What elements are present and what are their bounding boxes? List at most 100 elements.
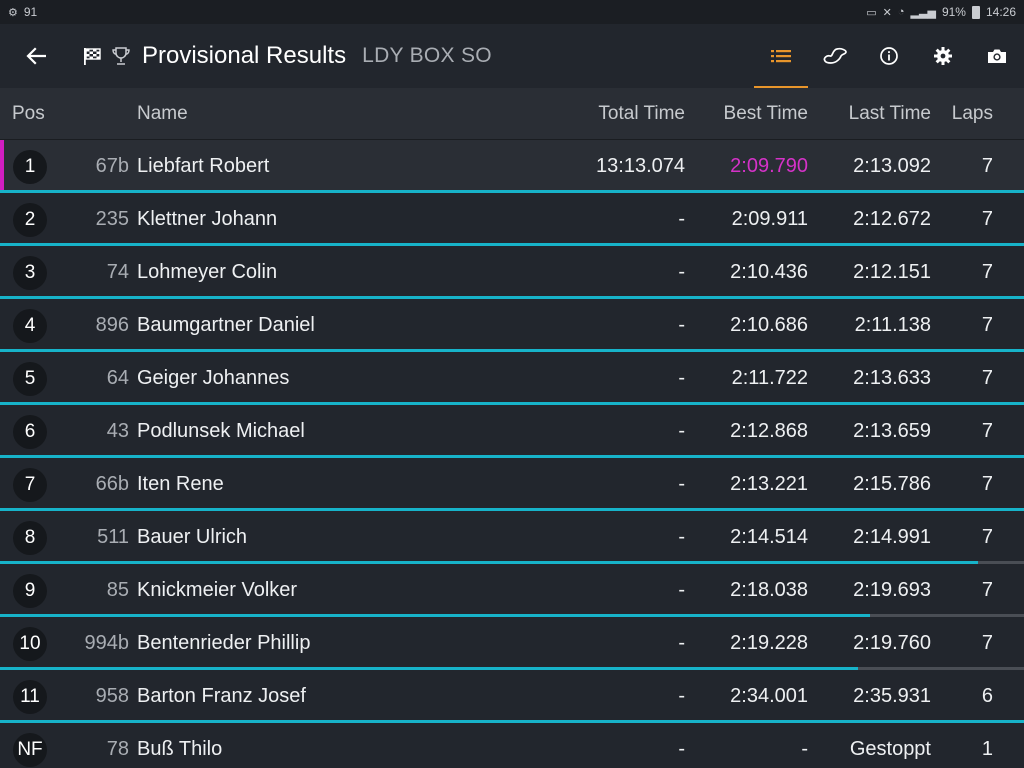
position-badge: 4 <box>13 308 47 343</box>
table-row[interactable]: 1 67b Liebfart Robert 13:13.074 2:09.790… <box>0 140 1024 193</box>
header-name[interactable]: Name <box>137 102 188 124</box>
driver-name: Geiger Johannes <box>137 367 290 389</box>
position-badge: 10 <box>13 626 47 661</box>
lap-progress-track <box>0 296 1024 299</box>
start-number: 511 <box>97 526 129 548</box>
checkered-flag-icon <box>84 48 101 65</box>
laps: 7 <box>981 367 993 389</box>
driver-name: Baumgartner Daniel <box>137 314 315 336</box>
table-row[interactable]: 2 235 Klettner Johann - 2:09.911 2:12.67… <box>0 193 1024 246</box>
status-right: ▭ ✕ ◔ ▂▃▅ 91% 14:26 <box>866 5 1016 19</box>
table-row[interactable]: 6 43 Podlunsek Michael - 2:12.868 2:13.6… <box>0 405 1024 458</box>
list-icon <box>771 50 791 63</box>
cast-icon: ▭ <box>866 6 877 19</box>
start-number: 85 <box>106 579 129 601</box>
laps: 7 <box>981 314 993 336</box>
notification-count: 91 <box>23 5 38 19</box>
screenshot-button[interactable] <box>970 24 1024 88</box>
laps: 7 <box>981 632 993 654</box>
header-last-time[interactable]: Last Time <box>848 102 931 124</box>
header-total-time[interactable]: Total Time <box>598 102 685 124</box>
start-number: 958 <box>95 685 129 707</box>
notification-icon: ⚙ <box>8 6 18 19</box>
header-laps[interactable]: Laps <box>951 102 993 124</box>
best-time: 2:11.722 <box>731 367 808 389</box>
position-badge: 11 <box>13 679 47 714</box>
driver-name: Bentenrieder Phillip <box>137 632 311 654</box>
track-icon <box>823 47 847 64</box>
table-header: Pos Name Total Time Best Time Last Time … <box>0 88 1024 140</box>
lap-progress-track <box>0 190 1024 193</box>
best-time: 2:09.911 <box>731 208 808 230</box>
header-pos[interactable]: Pos <box>12 102 45 124</box>
laps: 6 <box>981 685 993 707</box>
table-row[interactable]: 7 66b Iten Rene - 2:13.221 2:15.786 7 <box>0 458 1024 511</box>
lap-progress-bar <box>0 296 1024 299</box>
total-time: - <box>678 526 685 548</box>
lap-progress-bar <box>0 455 1024 458</box>
pos-cell: 2 <box>0 202 60 237</box>
total-time: - <box>678 473 685 495</box>
table-row[interactable]: 5 64 Geiger Johannes - 2:11.722 2:13.633… <box>0 352 1024 405</box>
leader-indicator <box>0 140 4 190</box>
laps: 7 <box>981 526 993 548</box>
results-list-tab[interactable] <box>754 24 808 88</box>
lap-progress-track <box>0 614 1024 617</box>
page-title: Provisional Results <box>142 42 347 69</box>
table-row[interactable]: 4 896 Baumgartner Daniel - 2:10.686 2:11… <box>0 299 1024 352</box>
last-time: 2:13.092 <box>853 155 931 177</box>
table-row[interactable]: NF 78 Buß Thilo - - Gestoppt 1 <box>0 723 1024 768</box>
lap-progress-track <box>0 349 1024 352</box>
driver-name: Liebfart Robert <box>137 155 270 177</box>
pos-cell: 8 <box>0 520 60 555</box>
driver-name: Lohmeyer Colin <box>137 261 278 283</box>
table-row[interactable]: 8 511 Bauer Ulrich - 2:14.514 2:14.991 7 <box>0 511 1024 564</box>
position-badge: 7 <box>13 467 47 502</box>
camera-icon <box>988 49 1006 63</box>
position-badge: 2 <box>13 202 47 237</box>
pos-cell: 11 <box>0 679 60 714</box>
info-button[interactable] <box>862 24 916 88</box>
pos-cell: 3 <box>0 255 60 290</box>
lap-progress-bar <box>0 720 1024 723</box>
table-row[interactable]: 3 74 Lohmeyer Colin - 2:10.436 2:12.151 … <box>0 246 1024 299</box>
total-time: - <box>678 314 685 336</box>
laps: 7 <box>981 420 993 442</box>
lap-progress-bar <box>0 349 1024 352</box>
title-icons <box>82 45 132 67</box>
best-time: 2:14.514 <box>730 526 808 548</box>
pos-cell: 4 <box>0 308 60 343</box>
settings-button[interactable] <box>916 24 970 88</box>
table-row[interactable]: 10 994b Bentenrieder Phillip - 2:19.228 … <box>0 617 1024 670</box>
header-best-time[interactable]: Best Time <box>723 102 808 124</box>
lap-progress-track <box>0 720 1024 723</box>
last-time: 2:11.138 <box>854 314 931 336</box>
position-badge: NF <box>13 732 47 767</box>
back-button[interactable] <box>0 24 72 88</box>
lap-progress-bar <box>0 561 978 564</box>
clock: 14:26 <box>985 5 1016 19</box>
pos-cell: 7 <box>0 467 60 502</box>
best-time: 2:34.001 <box>730 685 808 707</box>
battery-percent: 91% <box>941 5 966 19</box>
start-number: 74 <box>106 261 129 283</box>
last-time: 2:14.991 <box>853 526 931 548</box>
start-number: 235 <box>95 208 129 230</box>
position-badge: 1 <box>13 149 47 184</box>
last-time: 2:19.693 <box>853 579 931 601</box>
app-bar: Provisional Results LDY BOX SO <box>0 24 1024 88</box>
last-time: 2:13.633 <box>853 367 931 389</box>
laps: 7 <box>981 579 993 601</box>
track-map-button[interactable] <box>808 24 862 88</box>
table-row[interactable]: 11 958 Barton Franz Josef - 2:34.001 2:3… <box>0 670 1024 723</box>
total-time: - <box>678 632 685 654</box>
action-bar <box>754 24 1024 88</box>
status-bar: ⚙ 91 ▭ ✕ ◔ ▂▃▅ 91% 14:26 <box>0 0 1024 24</box>
last-time: 2:12.151 <box>853 261 931 283</box>
pos-cell: 1 <box>0 149 60 184</box>
table-row[interactable]: 9 85 Knickmeier Volker - 2:18.038 2:19.6… <box>0 564 1024 617</box>
trophy-icon <box>112 47 130 65</box>
last-time: 2:12.672 <box>853 208 931 230</box>
lap-progress-bar <box>0 614 871 617</box>
lap-progress-track <box>0 561 1024 564</box>
